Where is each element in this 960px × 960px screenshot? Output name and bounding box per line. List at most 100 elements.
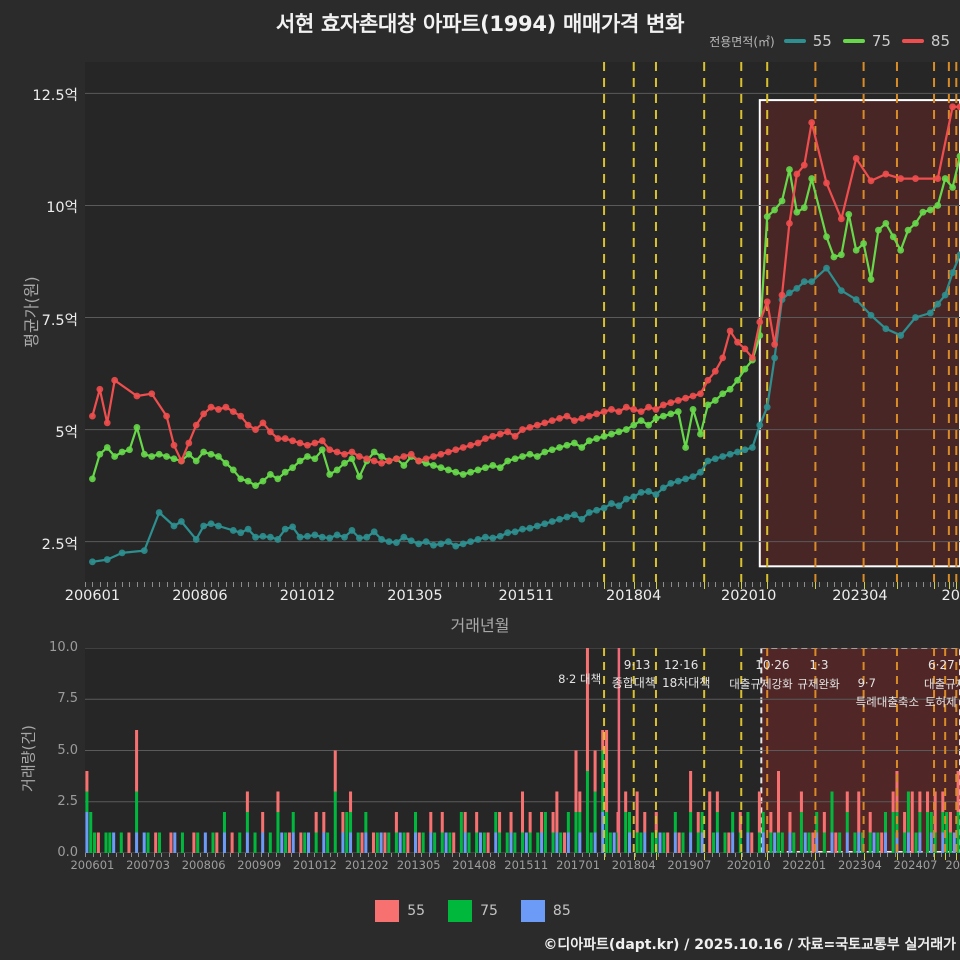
price-x-tick-label: 2025	[941, 588, 960, 604]
price-x-tick	[618, 582, 620, 587]
price-x-tick	[945, 582, 947, 587]
price-x-tick-event	[604, 582, 606, 589]
price-x-tick	[515, 582, 517, 587]
price-y-tick-label: 2.5억	[41, 536, 78, 553]
volume-x-tick-event	[655, 853, 657, 860]
price-x-tick	[166, 582, 168, 587]
legend-swatch-75	[842, 39, 865, 43]
price-x-tick	[159, 582, 161, 587]
price-x-tick	[856, 582, 858, 587]
volume-x-tick	[161, 853, 163, 857]
volume-x-tick-label: 202304	[837, 858, 882, 872]
price-x-tick-event	[956, 582, 958, 589]
volume-x-tick	[268, 853, 270, 857]
volume-x-tick	[291, 853, 293, 857]
volume-x-tick	[421, 853, 423, 857]
price-x-tick-event	[863, 582, 865, 589]
volume-x-tick	[138, 853, 140, 857]
price-x-tick	[611, 582, 613, 587]
volume-y-tick-label: 7.5	[57, 691, 78, 707]
volume-x-tick	[92, 853, 94, 857]
volume-x-tick-event	[815, 853, 817, 860]
price-x-tick	[463, 582, 465, 587]
annotation-12-16-text: 18차대책	[661, 676, 711, 690]
volume-x-tick	[803, 853, 805, 857]
volume-x-tick	[344, 853, 346, 857]
volume-x-tick	[619, 853, 621, 857]
volume-x-tick-label: 202407	[893, 858, 938, 872]
price-y-tick-label: 12.5억	[32, 88, 78, 105]
volume-x-tick	[222, 853, 224, 857]
price-y-tick-label: 7.5억	[41, 312, 78, 329]
volume-x-tick	[665, 853, 667, 857]
volume-x-tick	[184, 853, 186, 857]
price-x-tick	[418, 582, 420, 587]
volume-y-tick-label: 2.5	[57, 793, 78, 809]
price-x-tick	[811, 582, 813, 587]
price-x-tick-event	[815, 582, 817, 589]
volume-x-tick-event	[956, 853, 958, 860]
volume-x-tick	[879, 853, 881, 857]
price-x-tick-label: 202304	[832, 588, 888, 604]
volume-x-tick	[597, 853, 598, 857]
price-x-tick	[322, 582, 324, 587]
annotation-1-3-date: 1·3	[809, 658, 829, 672]
volume-x-tick	[543, 853, 545, 857]
annotation-8-2: 8·2 대책	[558, 672, 602, 686]
legend-bottom: 55 75 85	[0, 900, 960, 922]
price-x-tick	[211, 582, 213, 587]
volume-x-tick-label: 201202	[344, 858, 389, 872]
price-x-tick	[744, 582, 746, 587]
volume-x-tick	[933, 853, 935, 857]
volume-x-tick	[833, 853, 835, 857]
volume-x-tick	[107, 853, 109, 857]
volume-x-tick	[428, 853, 430, 857]
price-x-tick	[848, 582, 850, 587]
annotation-10-26-text: 대출규제강화	[729, 677, 793, 691]
price-x-tick	[314, 582, 316, 587]
price-y-tick-label: 5억	[55, 424, 78, 441]
price-x-tick	[908, 582, 910, 587]
price-x-tick-event	[948, 582, 950, 589]
volume-y-axis-title: 거래량(건)	[19, 725, 38, 792]
price-x-tick	[581, 582, 583, 587]
volume-x-tick	[337, 853, 339, 857]
volume-x-tick	[864, 853, 866, 857]
legend-bottom-item-75: 75	[448, 900, 498, 922]
legend-top: 전용면적(㎡) 55 75 85	[709, 32, 954, 50]
volume-x-tick	[85, 853, 86, 857]
volume-x-tick	[390, 853, 392, 857]
price-x-tick	[722, 582, 724, 587]
volume-x-tick	[826, 853, 828, 857]
volume-x-tick	[566, 853, 568, 857]
price-x-tick	[537, 582, 539, 587]
volume-x-tick	[276, 853, 278, 857]
volume-x-tick	[673, 853, 675, 857]
volume-x-tick-label: 200909	[237, 858, 282, 872]
price-x-tick	[344, 582, 346, 587]
price-x-tick	[92, 582, 94, 587]
price-x-tick	[277, 582, 279, 587]
annotation-9-13-text: 종합대책	[611, 676, 656, 690]
volume-x-tick	[352, 853, 354, 857]
volume-x-tick	[818, 853, 820, 857]
footer-credit: ©디아파트(dapt.kr) / 2025.10.16 / 자료=국토교통부 실…	[543, 937, 956, 953]
price-x-tick	[700, 582, 702, 587]
price-x-tick	[685, 582, 687, 587]
price-x-tick	[804, 582, 806, 587]
price-x-tick	[774, 582, 776, 587]
volume-x-tick	[497, 853, 499, 857]
price-x-tick	[937, 582, 939, 587]
volume-x-tick	[925, 853, 927, 857]
price-x-tick	[715, 582, 717, 587]
volume-x-tick-label: 201701	[556, 858, 601, 872]
price-x-tick	[500, 582, 502, 587]
price-x-tick	[833, 582, 835, 587]
price-x-tick-label: 201305	[387, 588, 443, 604]
volume-x-tick	[413, 853, 415, 857]
price-x-tick	[922, 582, 924, 587]
volume-x-tick	[314, 853, 316, 857]
price-x-tick-event	[704, 582, 706, 589]
volume-x-tick	[917, 853, 919, 857]
volume-x-tick	[490, 853, 492, 857]
